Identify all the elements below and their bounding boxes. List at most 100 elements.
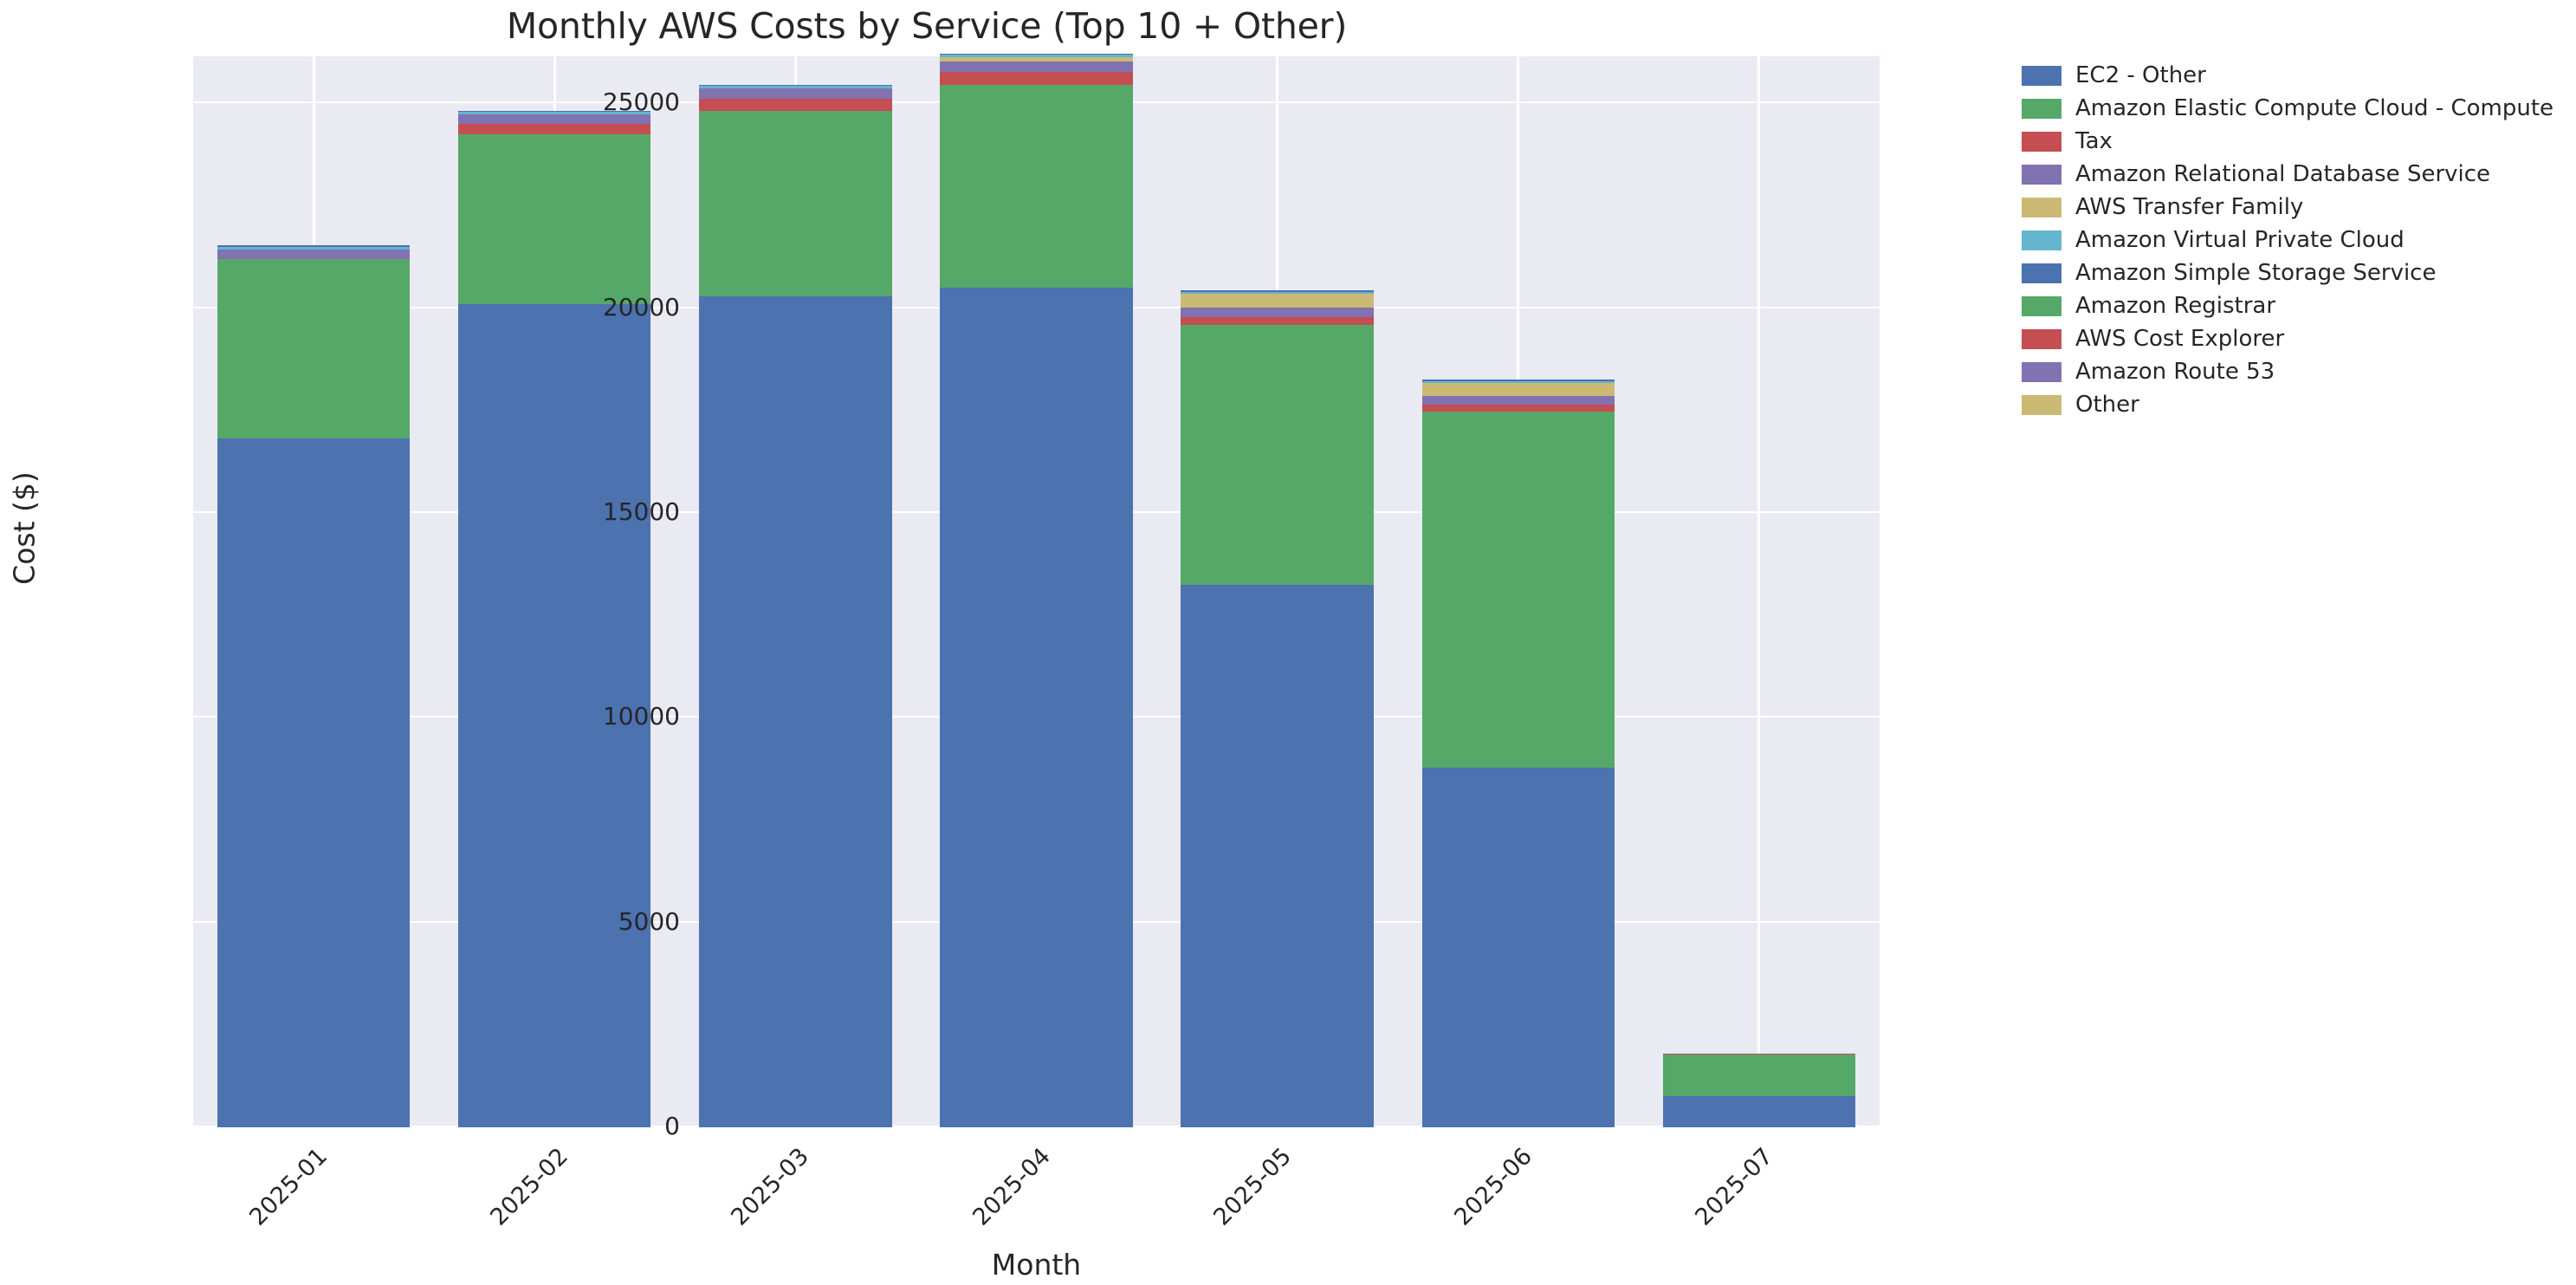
bar-stack[interactable] [1181,290,1374,1127]
bar-segment[interactable] [940,53,1133,55]
legend-swatch-icon [2022,197,2061,217]
x-axis-label: Month [991,1248,1082,1282]
legend-swatch-icon [2022,394,2061,415]
bar-segment[interactable] [1421,382,1615,397]
legend-item-label: Amazon Elastic Compute Cloud - Compute [2075,95,2554,121]
bar-segment[interactable] [217,438,411,1127]
bar-segment[interactable] [699,295,892,1127]
legend-swatch-icon [2022,65,2061,86]
bar-segment[interactable] [940,57,1133,62]
legend-swatch-icon [2022,230,2061,250]
bar-segment[interactable] [1181,584,1374,1127]
legend-item-label: EC2 - Other [2075,62,2206,88]
legend-item-label: Amazon Route 53 [2075,359,2275,385]
y-tick-label: 10000 [602,702,680,731]
bar-segment[interactable] [940,288,1133,1127]
plot-area [193,53,1880,1127]
legend-swatch-icon [2022,131,2061,152]
bar-segment[interactable] [457,124,651,134]
y-tick-label: 0 [664,1112,680,1140]
bar-stack[interactable] [940,53,1133,1127]
x-tick-label: 2025-05 [1207,1143,1297,1231]
legend-swatch-icon [2022,98,2061,119]
legend-item[interactable]: Amazon Simple Storage Service [2022,256,2559,289]
legend-item[interactable]: Amazon Route 53 [2022,355,2559,388]
legend-item-label: AWS Cost Explorer [2075,326,2285,352]
bar-segment[interactable] [217,258,411,438]
bar-segment[interactable] [699,88,892,100]
bar-segment[interactable] [1181,290,1374,292]
bar-segment[interactable] [1181,294,1374,308]
bar-segment[interactable] [699,110,892,296]
legend-swatch-icon [2022,328,2061,349]
y-tick-label: 15000 [602,497,680,526]
legend-swatch-icon [2022,263,2061,283]
bar-segment[interactable] [940,55,1133,58]
bar-stack[interactable] [457,110,651,1127]
x-tick-label: 2025-03 [726,1143,815,1231]
legend-item-label: AWS Transfer Family [2075,194,2304,220]
bar-segment[interactable] [217,250,411,259]
x-tick-label: 2025-01 [244,1143,333,1231]
bar-segment[interactable] [1662,1053,1856,1055]
bar-stack[interactable] [217,245,411,1127]
bar-segment[interactable] [1421,380,1615,382]
chart-title: Monthly AWS Costs by Service (Top 10 + O… [506,5,1348,47]
bar-segment[interactable] [457,110,651,112]
bar-segment[interactable] [457,303,651,1127]
bar-segment[interactable] [1421,405,1615,412]
legend-item[interactable]: Amazon Virtual Private Cloud [2022,224,2559,256]
gridline-vertical [1757,56,1761,1127]
bar-segment[interactable] [457,134,651,304]
x-tick-label: 2025-07 [1690,1143,1778,1231]
legend-item-label: Amazon Relational Database Service [2075,161,2491,187]
bar-segment[interactable] [1181,308,1374,317]
bar-segment[interactable] [940,72,1133,86]
bar-segment[interactable] [1181,316,1374,325]
y-axis-label: Cost ($) [7,471,42,585]
bar-segment[interactable] [699,85,892,89]
bar-segment[interactable] [1662,1054,1856,1096]
bar-segment[interactable] [217,246,411,250]
legend-item[interactable]: Other [2022,388,2559,421]
legend-item-label: Amazon Registrar [2075,293,2276,319]
bar-segment[interactable] [1662,1095,1856,1127]
bar-segment[interactable] [457,111,651,115]
y-tick-label: 5000 [618,906,680,936]
y-tick-label: 25000 [602,88,680,117]
legend-item[interactable]: Amazon Relational Database Service [2022,158,2559,191]
bar-stack[interactable] [1662,1053,1856,1127]
x-tick-label: 2025-04 [967,1143,1056,1231]
bar-segment[interactable] [940,85,1133,289]
bar-segment[interactable] [1421,412,1615,769]
chart-legend: EC2 - Other Amazon Elastic Compute Cloud … [2022,59,2559,421]
bar-segment[interactable] [1421,768,1615,1127]
y-tick-label: 20000 [602,292,680,321]
legend-swatch-icon [2022,295,2061,316]
legend-item-label: Amazon Simple Storage Service [2075,260,2437,286]
legend-item-label: Tax [2075,128,2113,154]
bar-stack[interactable] [1421,380,1615,1127]
bar-segment[interactable] [457,114,651,125]
legend-item-label: Amazon Virtual Private Cloud [2075,227,2404,253]
bar-stack[interactable] [699,84,892,1127]
x-tick-label: 2025-06 [1449,1143,1537,1231]
bar-segment[interactable] [699,84,892,86]
bar-segment[interactable] [1181,324,1374,585]
legend-item[interactable]: EC2 - Other [2022,59,2559,92]
legend-swatch-icon [2022,361,2061,382]
legend-swatch-icon [2022,164,2061,185]
legend-item[interactable]: Tax [2022,125,2559,158]
bar-segment[interactable] [217,245,411,247]
bar-segment[interactable] [699,99,892,111]
bar-segment[interactable] [1181,291,1374,295]
legend-item[interactable]: Amazon Registrar [2022,289,2559,322]
legend-item[interactable]: AWS Transfer Family [2022,191,2559,224]
x-tick-label: 2025-02 [485,1143,574,1231]
legend-item[interactable]: Amazon Elastic Compute Cloud - Compute [2022,92,2559,125]
legend-item[interactable]: AWS Cost Explorer [2022,322,2559,355]
bar-segment[interactable] [940,61,1133,73]
bar-segment[interactable] [1421,381,1615,383]
bar-segment[interactable] [1421,396,1615,406]
